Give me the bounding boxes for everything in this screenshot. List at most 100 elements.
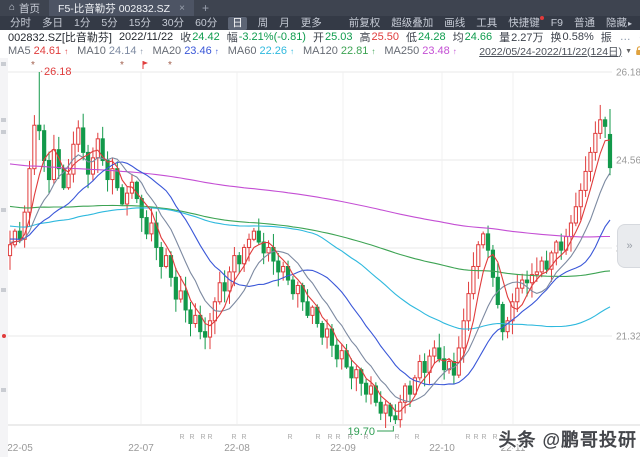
quote-field: 换 0.58% bbox=[551, 30, 594, 44]
period-button[interactable]: 15分 bbox=[128, 16, 151, 29]
more-fields-ellipsis[interactable]: … bbox=[619, 31, 632, 43]
quote-field: 低 24.28 bbox=[406, 30, 446, 44]
ma-values: MA5 24.61 ↑ MA10 24.14 ↑ MA20 23.46 ↑ MA60 22.26 ↑ M… bbox=[8, 45, 479, 57]
ma-value: 23.46 bbox=[184, 45, 212, 57]
side-panel-expand-handle[interactable]: » bbox=[617, 224, 640, 268]
ma-value: 22.81 bbox=[340, 45, 369, 57]
tool-button[interactable]: F9 bbox=[550, 16, 563, 29]
ma-label: MA10 bbox=[77, 45, 106, 57]
candlestick-chart[interactable]: 26.1824.5622.9421.3222-0522-0722-0822-09… bbox=[0, 58, 640, 457]
ma-label: MA120 bbox=[303, 45, 338, 57]
tab-home-label: 首页 bbox=[19, 2, 41, 15]
ma-line-ma10 bbox=[9, 154, 611, 403]
quote-field-label: 振 bbox=[600, 32, 612, 44]
svg-text:R: R bbox=[465, 434, 470, 441]
tool-button[interactable]: 超级叠加 bbox=[391, 16, 434, 29]
svg-text:R: R bbox=[363, 434, 368, 441]
period-button[interactable]: 1分 bbox=[74, 16, 91, 29]
ma-value: 23.48 bbox=[422, 45, 450, 57]
quote-field: 振 bbox=[601, 30, 613, 44]
left-strip-mark bbox=[1, 208, 6, 212]
left-strip-mark bbox=[1, 130, 6, 134]
svg-text:R: R bbox=[327, 434, 332, 441]
tool-button[interactable]: 隐藏▸ bbox=[605, 16, 632, 29]
toolbar-tools: 前复权 超级叠加 画线 工具 快捷键 F9 普通 隐藏▸ bbox=[348, 15, 640, 30]
period-button[interactable]: 5分 bbox=[101, 16, 118, 29]
quote-field-value: 2.27万 bbox=[511, 32, 544, 44]
svg-text:26.18: 26.18 bbox=[44, 66, 72, 78]
period-button[interactable]: 30分 bbox=[161, 16, 185, 29]
add-tab-button[interactable]: + bbox=[201, 1, 209, 15]
svg-text:22-10: 22-10 bbox=[429, 443, 455, 454]
quote-field-value: 24.42 bbox=[192, 31, 220, 43]
tab-stock-label: F5-比音勒芬 002832.SZ bbox=[58, 2, 171, 15]
quote-field: 幅 -3.21%(-0.81) bbox=[227, 30, 306, 44]
watermark-text: 头条 @鹏哥投研 bbox=[498, 430, 637, 450]
quote-date: 2022/11/22 bbox=[118, 31, 174, 43]
period-buttons: 分时 多日 1分 5分 15分 30分 60分日周月更多 bbox=[0, 16, 322, 30]
window-tab-bar: ⌂ 首页 F5-比音勒芬 002832.SZ × + bbox=[0, 0, 640, 16]
ma-label: MA250 bbox=[384, 45, 420, 57]
ma-label: MA5 bbox=[8, 45, 31, 57]
tool-button[interactable]: 快捷键 bbox=[508, 15, 544, 30]
ma-value: 22.26 bbox=[259, 45, 287, 57]
up-arrow-icon: ↑ bbox=[371, 46, 376, 56]
quote-field-value: 25.50 bbox=[371, 31, 400, 43]
tool-button[interactable]: 画线 bbox=[444, 16, 466, 29]
period-button[interactable]: 月 bbox=[279, 16, 290, 29]
left-strip-mark bbox=[1, 288, 6, 292]
ma-item: MA20 23.46 ↑ bbox=[152, 45, 218, 57]
quote-field-label: 幅 bbox=[226, 32, 238, 44]
svg-text:24.56: 24.56 bbox=[616, 156, 640, 167]
ma-value: 24.14 bbox=[108, 45, 137, 57]
ma-item: MA120 22.81 ↑ bbox=[303, 45, 375, 57]
ma-line-ma5 bbox=[9, 139, 611, 412]
svg-text:R: R bbox=[231, 434, 236, 441]
period-button[interactable]: 日 bbox=[228, 16, 247, 30]
quote-field-value: 0.58% bbox=[562, 31, 594, 43]
ma-label: MA60 bbox=[227, 45, 257, 57]
tool-button[interactable]: 普通 bbox=[573, 16, 595, 29]
tool-button[interactable]: 工具 bbox=[476, 16, 498, 29]
left-strip-mark bbox=[1, 62, 6, 66]
period-button[interactable]: 多日 bbox=[42, 16, 63, 29]
quote-field-label: 低 bbox=[406, 32, 418, 44]
left-strip-mark bbox=[1, 118, 6, 122]
ma-value: 24.61 bbox=[33, 45, 62, 57]
lock-icon[interactable] bbox=[635, 46, 640, 56]
svg-text:*: * bbox=[168, 60, 172, 71]
ma-item: MA5 24.61 ↑ bbox=[8, 45, 68, 57]
quote-fields: 收 24.42 幅 -3.21%(-0.81) 开 25.03 高 25.50 低 24.28 均 2… bbox=[180, 30, 613, 44]
quote-field-label: 收 bbox=[180, 32, 192, 44]
svg-text:R: R bbox=[179, 434, 184, 441]
tab-close-icon[interactable]: × bbox=[179, 2, 185, 14]
date-range-selector[interactable]: 2022/05/24-2022/11/22(124日) ▼ bbox=[479, 44, 640, 59]
left-strip-mark bbox=[1, 388, 6, 392]
quote-field: 均 24.66 bbox=[453, 30, 493, 44]
period-button[interactable]: 周 bbox=[257, 16, 269, 29]
left-strip bbox=[0, 58, 8, 457]
ma-item: MA60 22.26 ↑ bbox=[228, 45, 294, 57]
quote-field-label: 量 bbox=[499, 32, 511, 44]
quote-field-label: 开 bbox=[312, 32, 324, 44]
svg-text:R: R bbox=[347, 434, 352, 441]
svg-text:22-08: 22-08 bbox=[224, 443, 250, 454]
svg-text:R: R bbox=[189, 434, 194, 441]
chevron-down-icon[interactable]: ▼ bbox=[625, 47, 632, 55]
quote-field-label: 换 bbox=[550, 32, 562, 44]
ma-label: MA20 bbox=[152, 45, 182, 57]
tab-home[interactable]: ⌂ 首页 bbox=[0, 0, 49, 16]
quote-field: 开 25.03 bbox=[313, 30, 353, 44]
svg-text:R: R bbox=[241, 434, 246, 441]
period-button[interactable]: 更多 bbox=[300, 16, 322, 29]
svg-text:R: R bbox=[481, 434, 486, 441]
quote-field-value: 25.03 bbox=[324, 31, 353, 43]
tab-stock-active[interactable]: F5-比音勒芬 002832.SZ × bbox=[49, 0, 194, 16]
quote-field-value: -3.21%(-0.81) bbox=[238, 31, 306, 43]
quote-field: 收 24.42 bbox=[180, 30, 220, 44]
date-range-label[interactable]: 2022/05/24-2022/11/22(124日) bbox=[479, 45, 623, 58]
tool-button[interactable]: 前复权 bbox=[348, 16, 381, 29]
period-button[interactable]: 60分 bbox=[195, 16, 218, 29]
svg-text:R: R bbox=[473, 434, 478, 441]
period-button[interactable]: 分时 bbox=[10, 16, 31, 29]
